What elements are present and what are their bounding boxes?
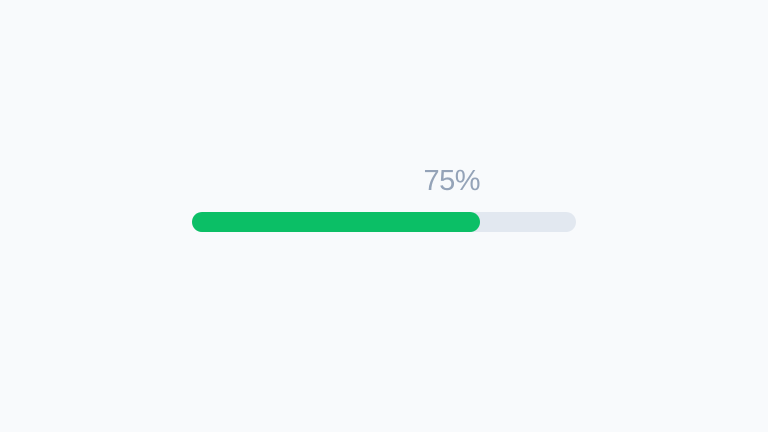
progress-label: 75% [423, 165, 480, 197]
progress-fill [192, 212, 480, 232]
progress-widget: 75% [192, 167, 576, 232]
progress-track [192, 212, 576, 232]
progress-label-row: 75% [192, 165, 480, 197]
